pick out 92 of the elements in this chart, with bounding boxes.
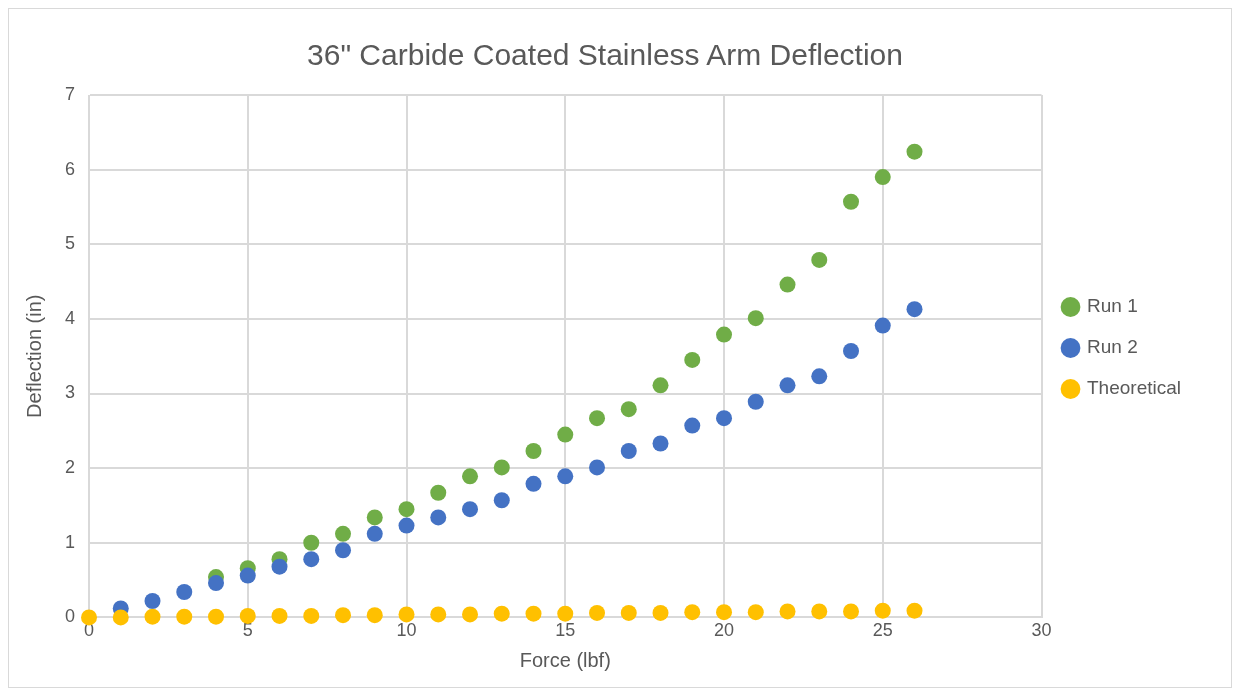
point (843, 603, 860, 620)
point (493, 492, 510, 509)
chart-title: 36" Carbide Coated Stainless Arm Deflection (307, 38, 903, 72)
point (176, 608, 193, 625)
point (684, 604, 701, 621)
x-tick-label: 15 (555, 620, 576, 641)
point (906, 602, 923, 619)
point (589, 410, 606, 427)
point (493, 459, 510, 476)
point (557, 468, 574, 485)
point (589, 604, 606, 621)
point (557, 426, 574, 443)
point (303, 551, 320, 568)
y-tick-label: 2 (65, 457, 76, 478)
point (874, 602, 891, 619)
y-tick-label: 4 (65, 307, 76, 328)
point (176, 584, 193, 601)
point (747, 604, 764, 621)
point (430, 606, 447, 623)
point (81, 609, 98, 626)
point (652, 435, 669, 452)
point (684, 351, 701, 368)
point (811, 251, 828, 268)
point (874, 317, 891, 334)
point (335, 525, 352, 542)
point (462, 606, 479, 623)
point (493, 605, 510, 622)
point (398, 501, 415, 518)
y-axis-title: Deflection (in) (22, 294, 45, 418)
point (620, 401, 637, 418)
point (811, 603, 828, 620)
point (620, 442, 637, 459)
point (779, 276, 796, 293)
point (684, 417, 701, 434)
point (620, 604, 637, 621)
point (208, 608, 225, 625)
point (462, 501, 479, 518)
point (398, 517, 415, 534)
x-tick-label: 25 (872, 620, 893, 641)
legend-label: Theoretical (1087, 377, 1182, 399)
point (430, 484, 447, 501)
point (811, 368, 828, 385)
y-tick-label: 7 (65, 83, 76, 104)
point (366, 509, 383, 526)
point (652, 604, 669, 621)
point (716, 326, 733, 343)
point (843, 342, 860, 359)
point (303, 534, 320, 551)
point (335, 607, 352, 624)
x-tick-label: 20 (714, 620, 735, 641)
y-tick-label: 3 (65, 382, 76, 403)
point (906, 143, 923, 160)
point (398, 606, 415, 623)
point (525, 475, 542, 492)
y-tick-label: 0 (65, 606, 76, 627)
point (747, 393, 764, 410)
point (906, 301, 923, 318)
y-tick-label: 5 (65, 233, 76, 254)
point (271, 558, 288, 575)
point (208, 575, 225, 592)
point (779, 603, 796, 620)
point (462, 468, 479, 485)
point (366, 607, 383, 624)
point (525, 442, 542, 459)
point (112, 609, 129, 626)
point (239, 607, 256, 624)
point (652, 377, 669, 394)
x-tick-label: 10 (396, 620, 417, 641)
point (874, 169, 891, 186)
point (335, 542, 352, 559)
legend-label: Run 1 (1087, 295, 1138, 317)
y-tick-label: 1 (65, 531, 76, 552)
point (843, 193, 860, 210)
point (589, 459, 606, 476)
x-axis-title: Force (lbf) (519, 648, 611, 671)
point (271, 607, 288, 624)
x-tick-label: 30 (1031, 620, 1052, 641)
point (716, 410, 733, 427)
point (144, 608, 161, 625)
point (525, 605, 542, 622)
point (366, 525, 383, 542)
point (430, 509, 447, 526)
point (747, 310, 764, 327)
point (779, 377, 796, 394)
point (144, 592, 161, 609)
x-tick-label: 5 (242, 620, 253, 641)
point (239, 567, 256, 584)
legend-label: Run 2 (1087, 336, 1138, 358)
point (716, 604, 733, 621)
y-tick-label: 6 (65, 158, 76, 179)
point (557, 605, 574, 622)
point (303, 607, 320, 624)
